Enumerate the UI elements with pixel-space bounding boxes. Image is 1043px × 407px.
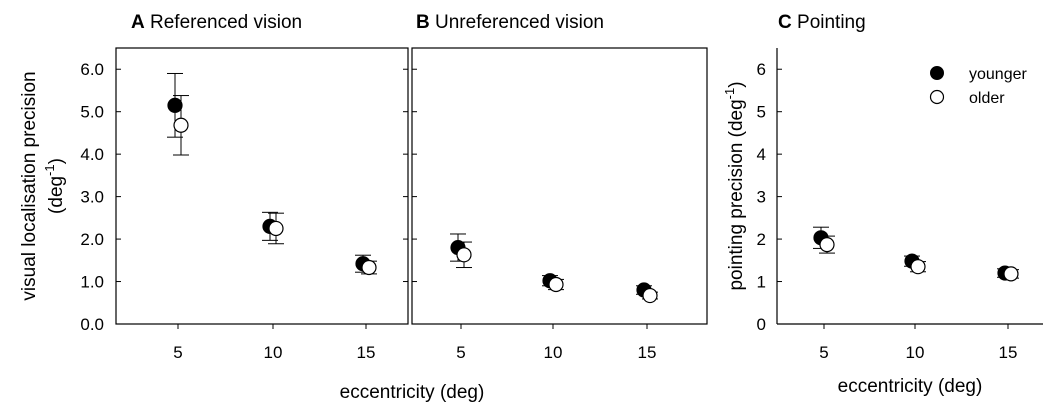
- panel-c-title: C Pointing: [778, 12, 866, 33]
- legend: younger older: [929, 66, 1027, 107]
- panel-a-ylabel-unit: (deg-1): [42, 158, 67, 214]
- panel-c-ytick-label: 0: [757, 315, 766, 334]
- legend-younger-label: younger: [969, 66, 1027, 83]
- legend-younger-marker: [930, 66, 944, 80]
- panel-a-letter: A: [131, 12, 145, 33]
- panel-c-xtick-label: 15: [999, 343, 1018, 362]
- panel-b-letter: B: [416, 12, 430, 33]
- point-older: [819, 236, 835, 253]
- panel-c-ytick-label: 4: [757, 145, 766, 164]
- panel-c-ylabel-close: ): [726, 81, 747, 87]
- panel-a-ylabel-unit-close: ): [46, 158, 67, 164]
- point-older: [910, 259, 926, 275]
- panel-a-frame: [115, 47, 409, 325]
- point-older: [1003, 266, 1019, 282]
- panel-a-ytick-label: 3.0: [80, 188, 104, 207]
- panel-c-xlabel: eccentricity (deg): [838, 376, 983, 397]
- point-older: [268, 220, 284, 237]
- panel-a-title: A Referenced vision: [131, 12, 302, 33]
- panel-c-ytick-label: 6: [757, 60, 766, 79]
- panel-a-ytick-label: 5.0: [80, 103, 104, 122]
- legend-older-label: older: [969, 90, 1005, 107]
- point-older: [548, 276, 564, 293]
- point-older: [361, 259, 377, 276]
- point-younger: [167, 97, 183, 113]
- panel-b-xtick-label: 15: [638, 343, 657, 362]
- panel-a-ylabel: visual localisation precision: [19, 71, 40, 300]
- panel-c-xtick-label: 5: [819, 343, 828, 362]
- panel-a-ylabel-unit-open: (deg: [46, 176, 67, 214]
- panel-a-xtick-label: 5: [173, 343, 182, 362]
- panel-c-xtick-label: 10: [906, 343, 925, 362]
- panel-c-ytick-label: 3: [757, 188, 766, 207]
- panel-c-ylabel-exp: -1: [722, 88, 737, 100]
- panel-c-title-text: Pointing: [797, 12, 866, 33]
- panel-c-ylabel: pointing precision (deg-1): [722, 81, 747, 290]
- panel-c-ylabel-main: pointing precision (deg: [726, 99, 747, 290]
- chart-marks: 0.0 1.0 2.0 3.0 4.0 5.0 6.0 5 10 15 5 10 15 0 1 2 3 4 5 6 5 1…: [80, 60, 1019, 362]
- panel-a-ytick-label: 2.0: [80, 230, 104, 249]
- panel-a-ytick-label: 6.0: [80, 60, 104, 79]
- panel-a-ytick-label: 0.0: [80, 315, 104, 334]
- shared-xlabel: eccentricity (deg): [340, 382, 485, 403]
- panel-c-ytick-label: 5: [757, 103, 766, 122]
- panel-a-xtick-label: 15: [357, 343, 376, 362]
- panel-a-ytick-label: 1.0: [80, 273, 104, 292]
- panel-c-ytick-label: 2: [757, 230, 766, 249]
- panel-a-ylabel-exp: -1: [42, 164, 57, 176]
- panel-a-ytick-label: 4.0: [80, 145, 104, 164]
- panel-b-title-text: Unreferenced vision: [435, 12, 604, 33]
- legend-older-marker: [929, 89, 945, 105]
- panel-b-title: B Unreferenced vision: [416, 12, 604, 33]
- panel-a-xtick-label: 10: [264, 343, 283, 362]
- panel-a-title-text: Referenced vision: [150, 12, 302, 33]
- panel-b-xtick-label: 5: [456, 343, 465, 362]
- panel-b-frame: [411, 47, 708, 325]
- point-older: [456, 247, 472, 263]
- point-older: [642, 287, 658, 304]
- panel-c-letter: C: [778, 12, 792, 33]
- panel-c-ytick-label: 1: [757, 273, 766, 292]
- point-older: [173, 117, 189, 133]
- panel-b-xtick-label: 10: [544, 343, 563, 362]
